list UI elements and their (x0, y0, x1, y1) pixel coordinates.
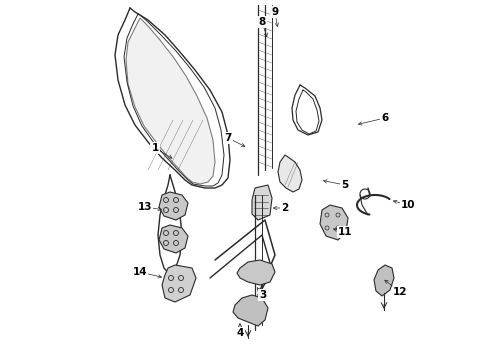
Text: 7: 7 (224, 133, 232, 143)
Polygon shape (126, 18, 215, 184)
Text: 9: 9 (271, 7, 278, 17)
Polygon shape (278, 155, 302, 192)
Text: 10: 10 (401, 200, 415, 210)
Text: 13: 13 (138, 202, 152, 212)
Text: 1: 1 (151, 143, 159, 153)
Text: 5: 5 (342, 180, 348, 190)
Polygon shape (162, 265, 196, 302)
Polygon shape (159, 225, 188, 253)
Text: 12: 12 (393, 287, 407, 297)
Text: 3: 3 (259, 290, 267, 300)
Polygon shape (233, 295, 268, 326)
Text: 11: 11 (338, 227, 352, 237)
Polygon shape (374, 265, 394, 296)
Polygon shape (252, 185, 272, 220)
Text: 6: 6 (381, 113, 389, 123)
Polygon shape (320, 205, 348, 240)
Text: 8: 8 (258, 17, 266, 27)
Polygon shape (237, 260, 275, 285)
Text: 2: 2 (281, 203, 289, 213)
Polygon shape (159, 192, 188, 220)
Text: 14: 14 (133, 267, 147, 277)
Text: 4: 4 (236, 328, 244, 338)
